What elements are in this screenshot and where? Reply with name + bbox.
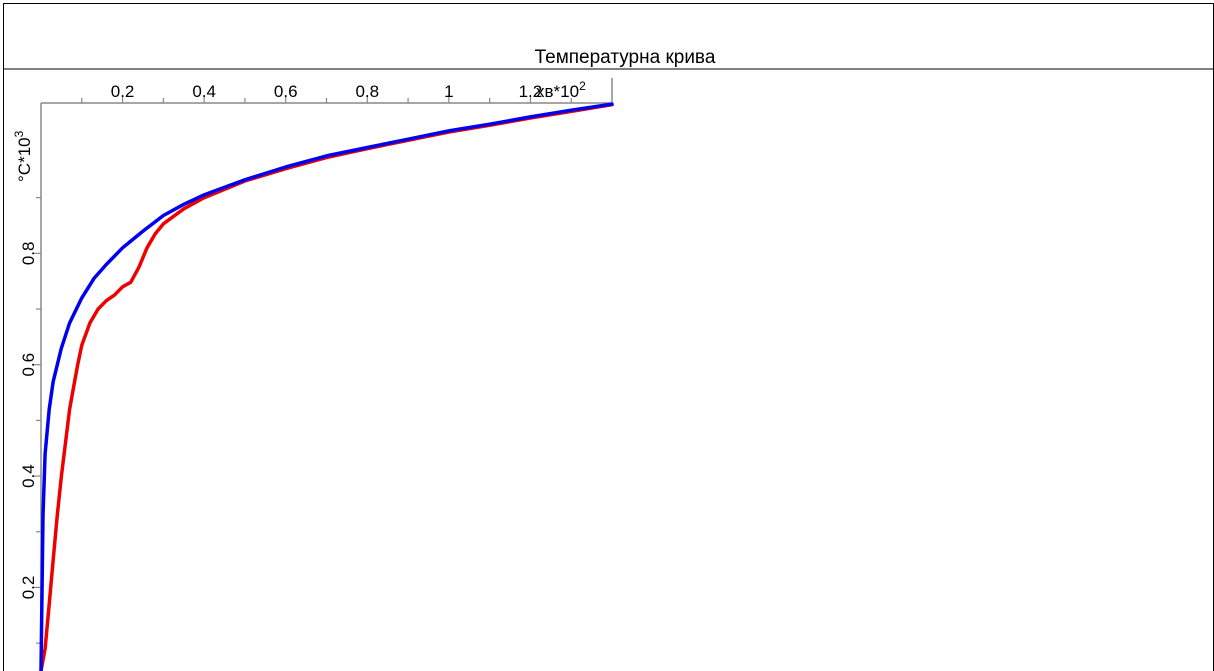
y-tick-label: 0.6 <box>19 353 38 377</box>
x-axis-label: хв*102 <box>536 79 586 101</box>
x-tick-label: 0.2 <box>111 82 135 101</box>
y-tick-label: 0.2 <box>19 576 38 600</box>
y-axis-label-exponent: 3 <box>12 130 26 137</box>
x-tick-label: 0.4 <box>192 82 216 101</box>
y-tick-label: 0.8 <box>19 242 38 266</box>
x-axis-label-exponent: 2 <box>579 79 586 93</box>
series-line-red <box>39 102 614 671</box>
x-axis-label-base: хв*10 <box>536 82 579 101</box>
x-tick-label: 1 <box>444 82 453 101</box>
y-axis-label-base: °C*10 <box>15 137 34 182</box>
x-tick-label: 1.2 <box>519 82 543 101</box>
series-line-blue <box>39 102 614 671</box>
x-tick-label: 0.8 <box>355 82 379 101</box>
y-tick-label: 0.4 <box>19 464 38 488</box>
x-ticks: 0.2 0.4 0.6 0.8 1 1.2 <box>81 82 572 103</box>
x-tick-label: 0.6 <box>274 82 298 101</box>
series-layer <box>39 102 614 671</box>
chart-title: Температурна крива <box>535 47 716 68</box>
y-ticks: 0.2 0.4 0.6 0.8 <box>19 197 41 644</box>
y-axis-label: °C*103 <box>12 130 34 182</box>
